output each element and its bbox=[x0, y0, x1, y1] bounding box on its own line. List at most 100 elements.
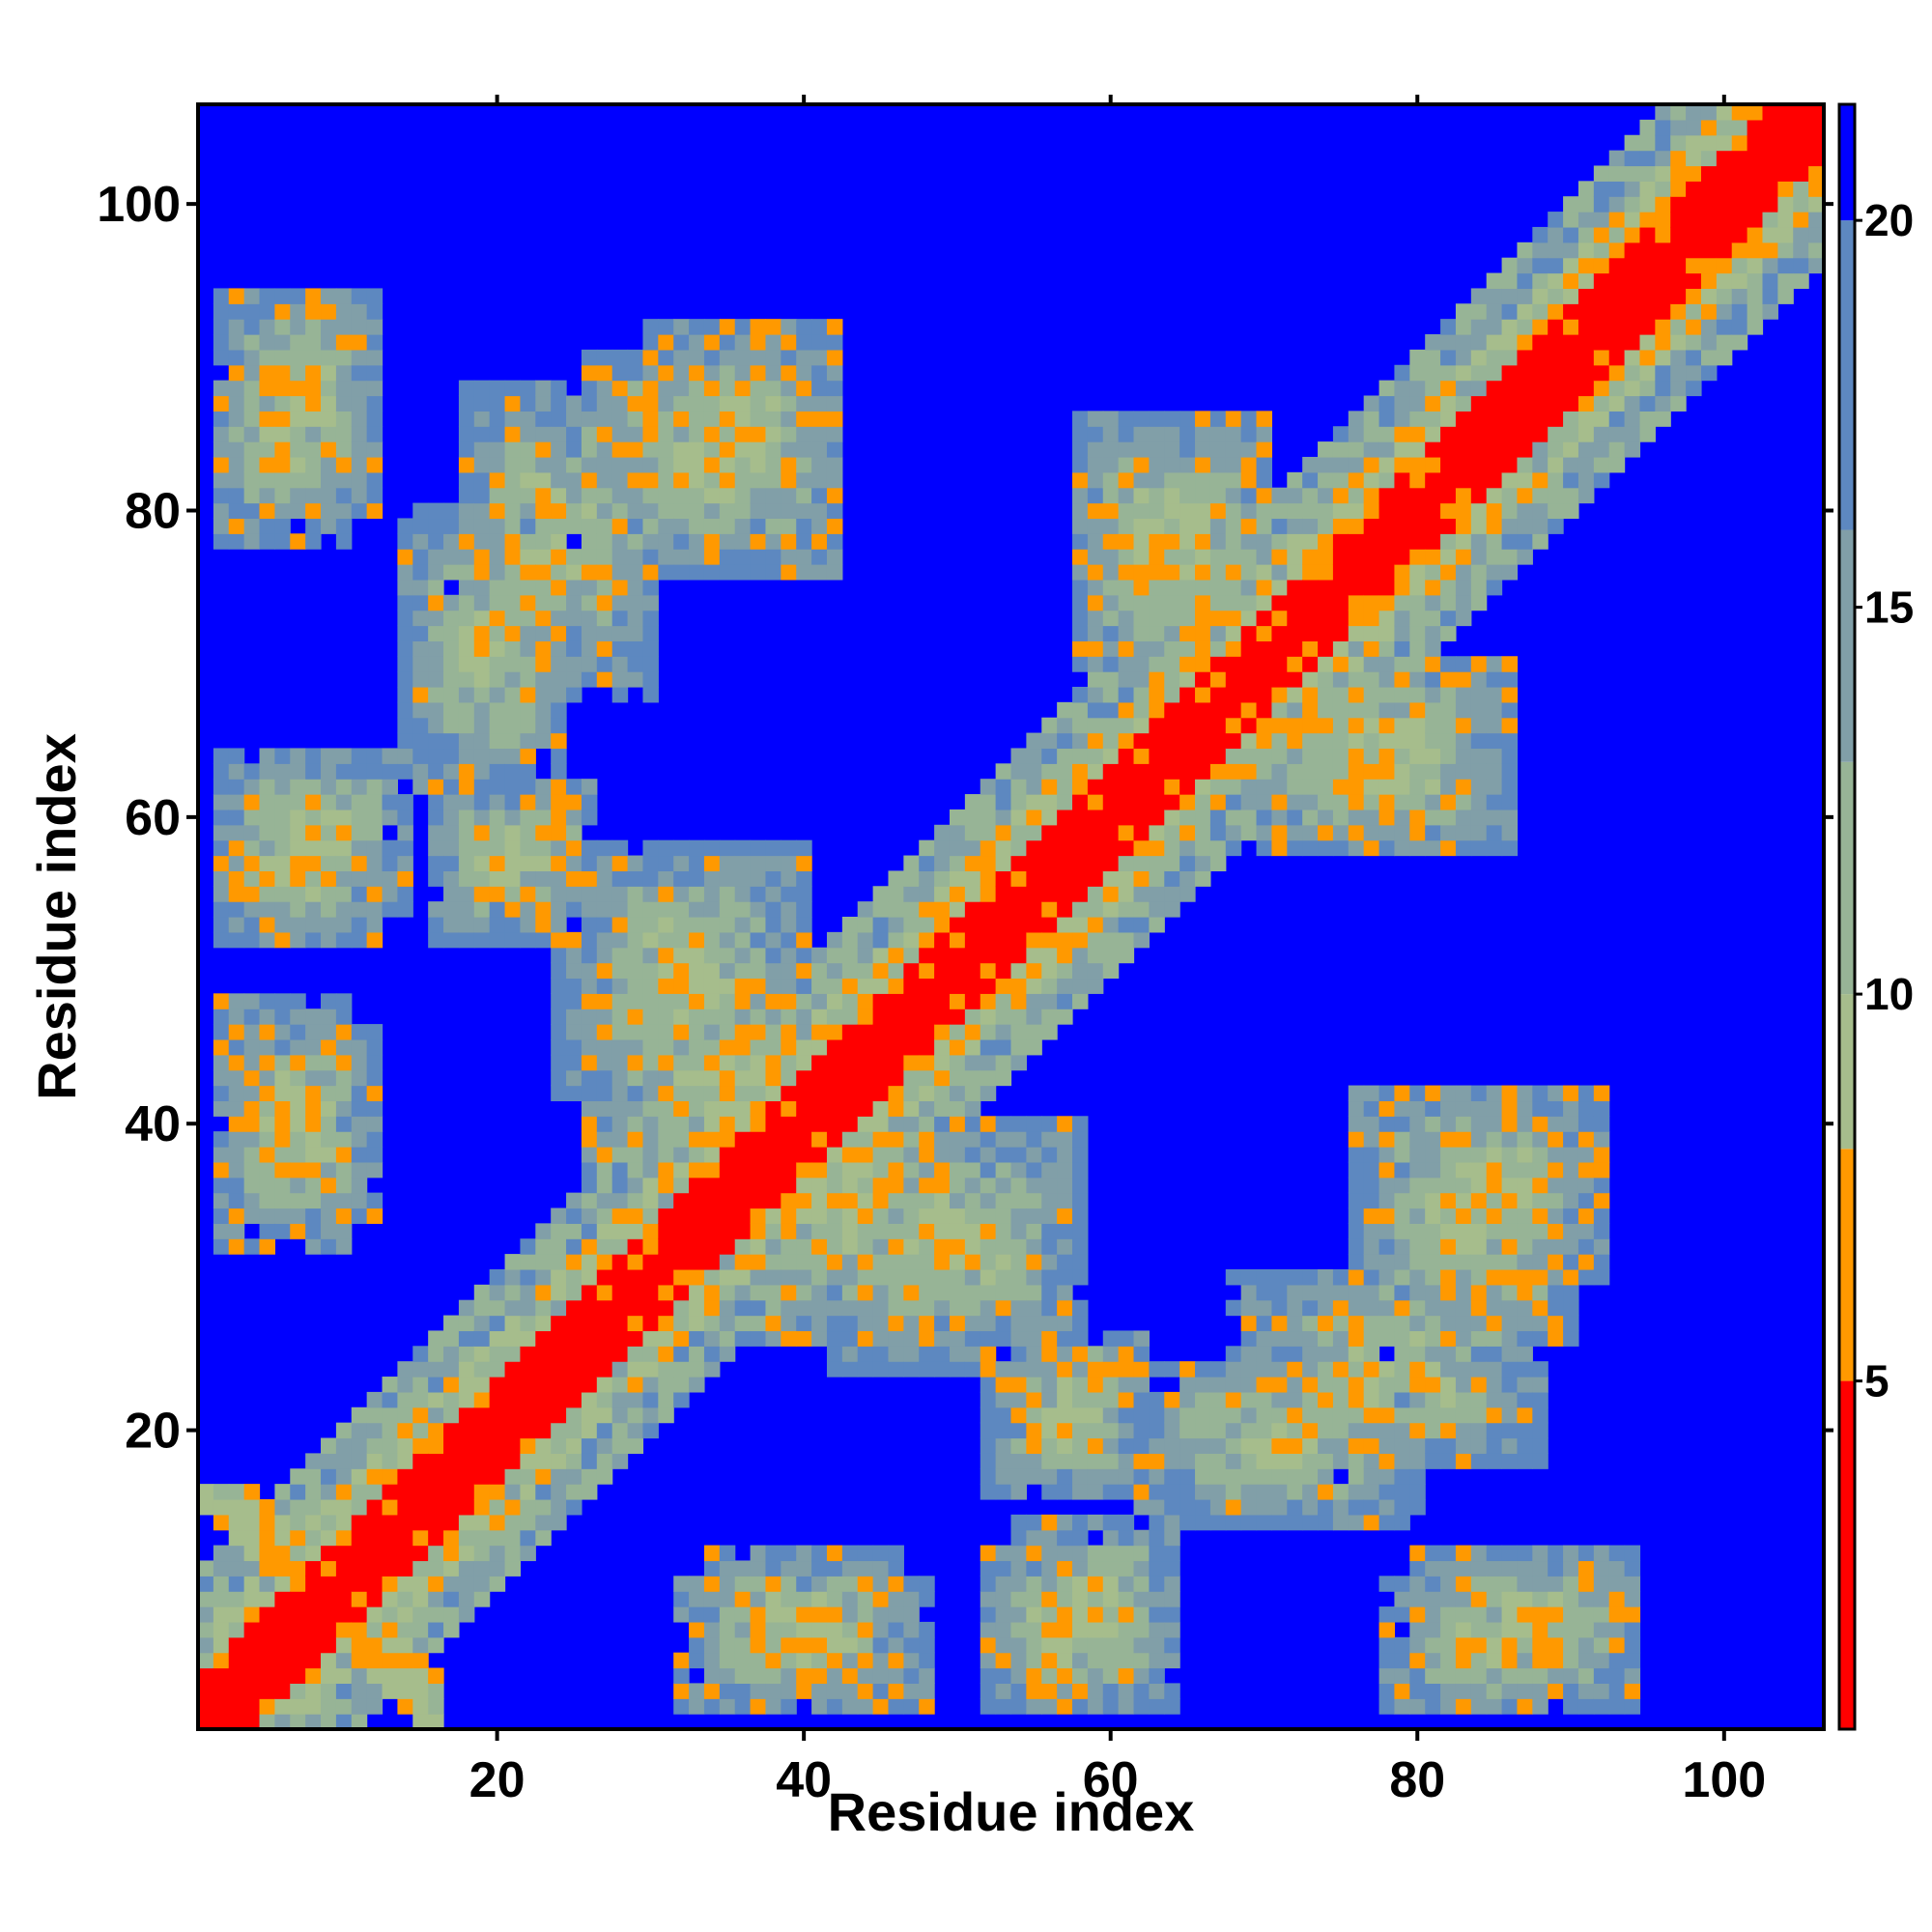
heatmap-cell bbox=[1440, 564, 1457, 581]
heatmap-cell bbox=[1102, 640, 1120, 657]
heatmap-cell bbox=[1501, 1085, 1519, 1102]
heatmap-cell bbox=[305, 411, 322, 427]
heatmap-cell bbox=[734, 1024, 752, 1040]
heatmap-cell bbox=[520, 656, 536, 672]
heatmap-cell bbox=[1026, 1468, 1042, 1485]
heatmap-cell bbox=[305, 1085, 322, 1102]
heatmap-cell bbox=[811, 1299, 828, 1317]
heatmap-cell bbox=[213, 334, 230, 351]
heatmap-cell bbox=[689, 1177, 705, 1194]
heatmap-cell bbox=[213, 1606, 230, 1623]
heatmap-cell bbox=[351, 779, 368, 795]
heatmap-cell bbox=[1164, 471, 1180, 489]
heatmap-cell bbox=[1195, 794, 1211, 810]
heatmap-cell bbox=[857, 1131, 874, 1148]
heatmap-cell bbox=[1118, 671, 1135, 688]
heatmap-cell bbox=[1179, 656, 1196, 672]
heatmap-cell bbox=[412, 1391, 429, 1408]
heatmap-cell bbox=[1118, 947, 1135, 964]
heatmap-cell bbox=[243, 1009, 261, 1025]
heatmap-cell bbox=[551, 471, 567, 489]
heatmap-cell bbox=[1486, 686, 1503, 703]
heatmap-cell bbox=[535, 809, 552, 826]
heatmap-cell bbox=[321, 441, 337, 458]
heatmap-cell bbox=[734, 1223, 752, 1239]
heatmap-cell bbox=[888, 978, 904, 994]
heatmap-cell bbox=[1256, 518, 1273, 534]
heatmap-cell bbox=[627, 870, 644, 887]
heatmap-cell bbox=[535, 824, 552, 841]
heatmap-cell bbox=[335, 839, 353, 857]
heatmap-cell bbox=[412, 594, 429, 611]
heatmap-cell bbox=[703, 1346, 721, 1362]
heatmap-cell bbox=[397, 1468, 413, 1485]
heatmap-cell bbox=[703, 456, 721, 473]
heatmap-cell bbox=[919, 1591, 935, 1607]
heatmap-cell bbox=[504, 1560, 522, 1577]
heatmap-cell bbox=[841, 1116, 859, 1132]
heatmap-cell bbox=[1164, 502, 1180, 520]
heatmap-cell bbox=[1302, 1437, 1319, 1454]
heatmap-cell bbox=[1057, 1591, 1073, 1607]
heatmap-cell bbox=[321, 1437, 337, 1454]
heatmap-cell bbox=[765, 1177, 781, 1194]
heatmap-cell bbox=[934, 1069, 951, 1087]
heatmap-cell bbox=[658, 1024, 674, 1040]
heatmap-cell bbox=[1470, 1116, 1488, 1132]
heatmap-cell bbox=[274, 1529, 291, 1547]
heatmap-cell bbox=[627, 1069, 644, 1087]
heatmap-cell bbox=[750, 1161, 767, 1179]
heatmap-cell bbox=[703, 1299, 721, 1317]
heatmap-cell bbox=[1010, 1254, 1027, 1270]
heatmap-cell bbox=[1041, 1299, 1058, 1317]
heatmap-cell bbox=[1118, 855, 1135, 871]
heatmap-cell bbox=[520, 1299, 536, 1317]
heatmap-cell bbox=[274, 1009, 291, 1025]
heatmap-cell bbox=[489, 901, 506, 918]
heatmap-cell bbox=[535, 1254, 552, 1270]
heatmap-cell bbox=[397, 1437, 413, 1454]
heatmap-cell bbox=[1195, 748, 1211, 764]
heatmap-cell bbox=[980, 1606, 997, 1623]
heatmap-cell bbox=[1378, 625, 1396, 641]
heatmap-cell bbox=[473, 533, 491, 550]
heatmap-cell bbox=[1118, 426, 1135, 442]
heatmap-cell bbox=[1225, 487, 1242, 504]
heatmap-cell bbox=[443, 886, 460, 902]
heatmap-cell bbox=[1378, 533, 1396, 550]
heatmap-cell bbox=[1470, 471, 1488, 489]
heatmap-cell bbox=[1087, 564, 1104, 581]
heatmap-cell bbox=[796, 1268, 812, 1286]
heatmap-cell bbox=[1517, 1667, 1533, 1684]
heatmap-cell bbox=[1179, 870, 1196, 887]
heatmap-cell bbox=[489, 1498, 506, 1516]
heatmap-cell bbox=[765, 1545, 781, 1562]
heatmap-cell bbox=[1548, 1545, 1564, 1562]
heatmap-cell bbox=[1041, 1698, 1058, 1715]
heatmap-cell bbox=[903, 1361, 920, 1378]
heatmap-cell bbox=[888, 962, 904, 980]
heatmap-cell bbox=[642, 1038, 659, 1056]
heatmap-cell bbox=[1517, 533, 1533, 550]
heatmap-cell bbox=[750, 471, 767, 489]
heatmap-cell bbox=[366, 1069, 384, 1087]
heatmap-cell bbox=[949, 839, 966, 857]
heatmap-cell bbox=[642, 1346, 659, 1362]
heatmap-cell bbox=[1409, 763, 1426, 780]
heatmap-cell bbox=[551, 594, 567, 611]
heatmap-cell bbox=[1209, 824, 1227, 841]
heatmap-cell bbox=[964, 1116, 981, 1132]
heatmap-cell bbox=[796, 1576, 812, 1592]
heatmap-cell bbox=[397, 656, 413, 672]
heatmap-cell bbox=[642, 610, 659, 627]
heatmap-cell bbox=[259, 1223, 275, 1239]
heatmap-cell bbox=[1195, 564, 1211, 581]
heatmap-cell bbox=[1225, 441, 1242, 458]
heatmap-cell bbox=[1486, 1683, 1503, 1699]
heatmap-cell bbox=[581, 839, 598, 857]
heatmap-cell bbox=[1532, 1330, 1548, 1347]
heatmap-cell bbox=[642, 1069, 659, 1087]
heatmap-cell bbox=[473, 625, 491, 641]
heatmap-cell bbox=[826, 1024, 843, 1040]
heatmap-cell bbox=[642, 334, 659, 351]
